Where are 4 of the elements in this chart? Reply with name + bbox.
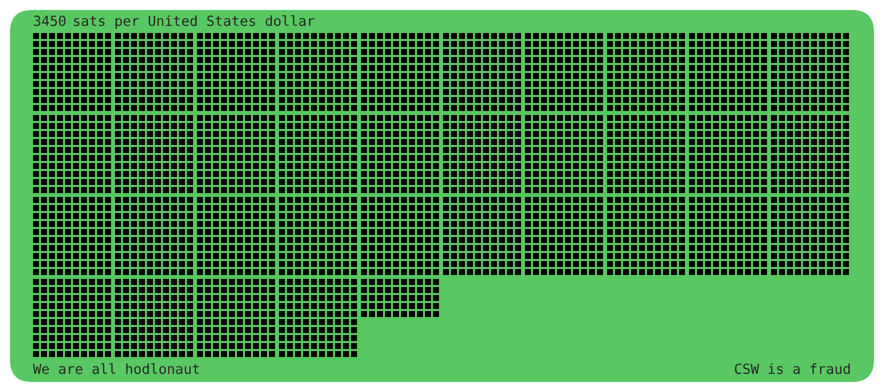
text: We are all hodlonaut (33, 363, 199, 374)
data-label: 3450 (34, 16, 66, 26)
text: CSW is a fraud (734, 363, 850, 374)
text: sats per United States dollar (74, 15, 314, 29)
